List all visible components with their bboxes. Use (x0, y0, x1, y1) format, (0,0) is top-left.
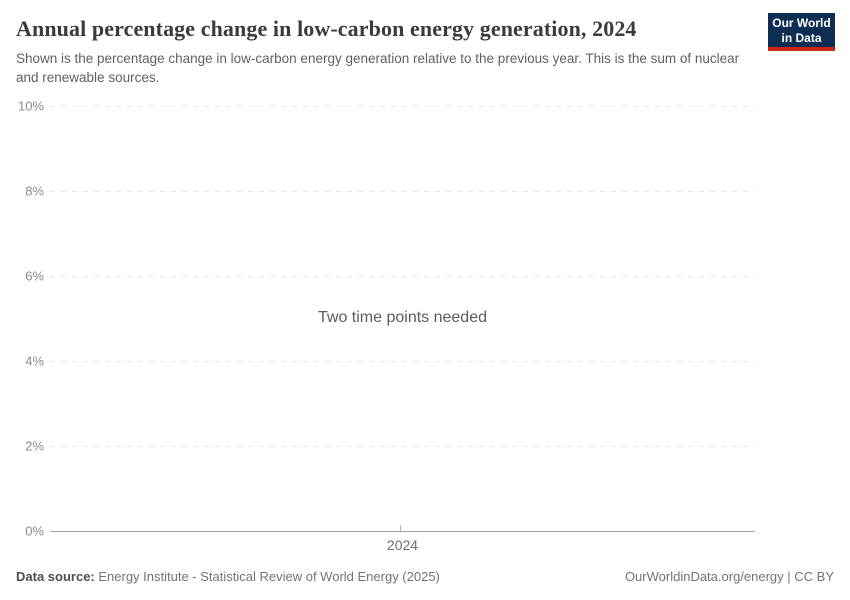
x-axis-tick-label: 2024 (386, 537, 419, 553)
x-axis-line (50, 531, 755, 532)
y-axis-tick-label: 2% (25, 438, 44, 454)
owid-logo-text-line2: in Data (781, 30, 822, 45)
x-axis-tick-mark (400, 525, 401, 531)
gridline (50, 276, 755, 277)
empty-chart-message: Two time points needed (318, 309, 487, 326)
y-axis-tick-label: 6% (25, 268, 44, 284)
gridline (50, 446, 755, 447)
owid-logo: Our World in Data (768, 13, 835, 51)
gridline (50, 361, 755, 362)
y-axis-tick-label: 10% (17, 98, 44, 114)
data-source-label: Data source: (16, 569, 95, 584)
gridline (50, 106, 755, 107)
page-title: Annual percentage change in low-carbon e… (16, 16, 637, 41)
data-source-value: Energy Institute - Statistical Review of… (94, 569, 440, 584)
owid-logo-text-line1: Our World (772, 16, 831, 30)
chart-subtitle: Shown is the percentage change in low-ca… (16, 51, 740, 85)
y-axis-tick-label: 4% (25, 353, 44, 369)
y-axis-tick-label: 8% (25, 183, 44, 199)
data-source-note: Data source: Energy Institute - Statisti… (16, 569, 440, 584)
y-axis-tick-label: 0% (25, 523, 44, 539)
gridline (50, 191, 755, 192)
owid-url-license-link[interactable]: OurWorldinData.org/energy | CC BY (624, 569, 834, 584)
